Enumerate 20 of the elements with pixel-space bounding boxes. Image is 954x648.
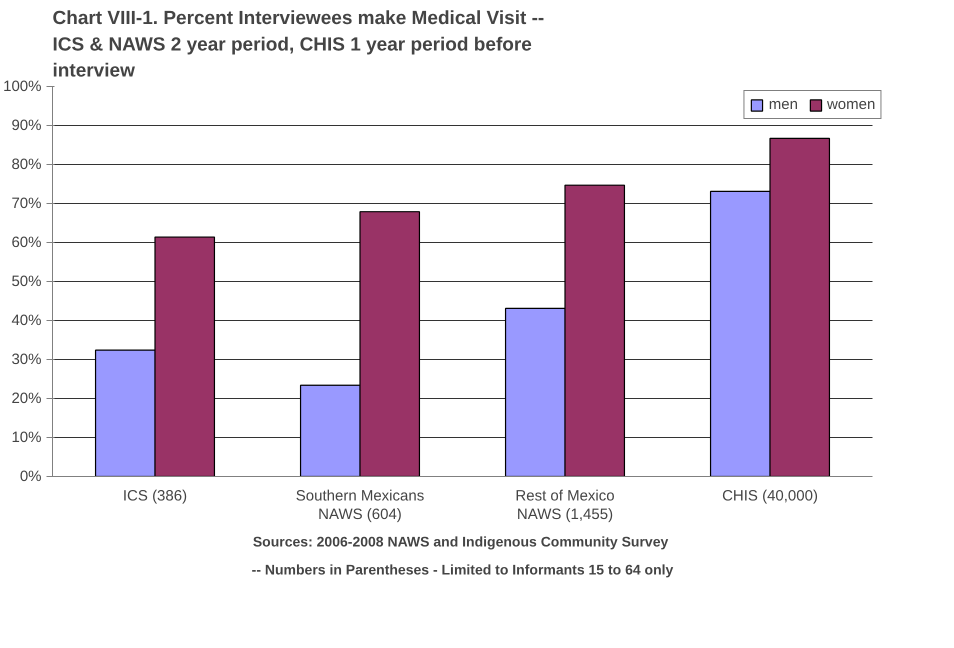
chart-title: Chart VIII-1. Percent Interviewees make Medical Visit -- ICS & NAWS 2 year period, CHIS 1 year period before interview [52,8,544,82]
y-tick-label: 100% [3,78,42,95]
text: -- Numbers in Parentheses - Limited to Informants 15 to 64 only [252,562,674,578]
x-tick-label: Southern Mexicans NAWS (604) [296,488,424,524]
legend-label: women [826,96,876,113]
y-tick-label: 50% [11,273,42,290]
legend-label: men [768,96,798,113]
y-tick-label: 70% [11,195,42,212]
x-tick-label: CHIS (40,000) [722,488,818,504]
source-note: Sources: 2006-2008 NAWS and Indigenous Community Survey [252,534,668,550]
y-tick-label: 30% [11,351,42,368]
y-tick-label: 60% [11,234,42,251]
y-tick-label: 10% [11,429,42,446]
y-tick-label: 0% [20,468,42,485]
x-tick-label: ICS (386) [122,488,188,504]
x-tick-label: Rest of Mexico NAWS (1,455) [515,488,615,524]
y-tick-label: 90% [11,117,42,134]
y-tick-label: 20% [11,390,42,407]
y-tick-label: 40% [11,312,42,329]
y-tick-label: 80% [11,156,42,173]
